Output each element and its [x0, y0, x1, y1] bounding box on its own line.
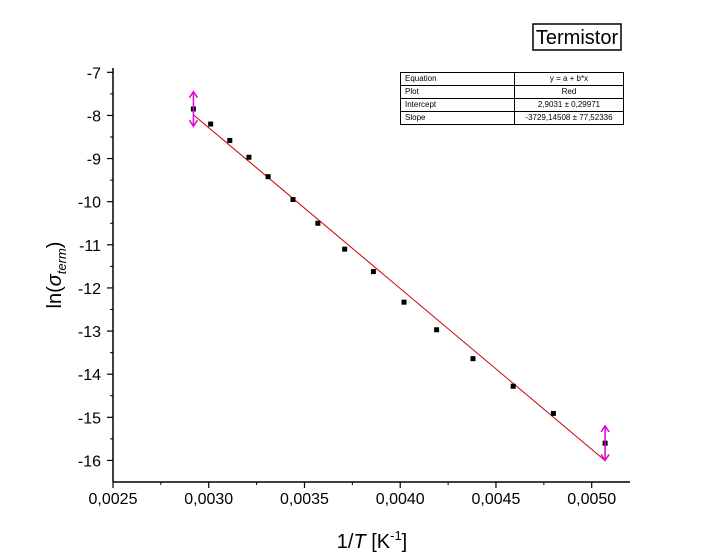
x-axis-title: 1/T [K-1] — [337, 528, 407, 553]
data-point — [246, 154, 252, 160]
data-point — [434, 327, 440, 333]
data-point — [227, 137, 233, 143]
data-point — [290, 197, 296, 203]
fit-results-table: Equation y = a + b*x Plot Red Intercept … — [400, 72, 624, 125]
data-point — [550, 410, 556, 416]
y-axis-title: ln(σterm) — [44, 242, 69, 309]
fit-value: Red — [514, 85, 624, 99]
x-tick-label: 0,0030 — [184, 491, 233, 508]
fit-key: Plot — [400, 85, 515, 99]
data-point — [370, 269, 376, 275]
y-tick-label: -11 — [79, 238, 101, 255]
fit-line — [193, 114, 606, 461]
y-tick-label: -8 — [87, 108, 101, 125]
error-bar-cap-top — [188, 90, 199, 99]
y-tick-label: -14 — [78, 367, 101, 384]
x-tick-label: 0,0040 — [376, 491, 425, 508]
y-ticks: -16 -15 -14 -13 -12 -11 -10 -9 -8 -7 — [78, 65, 113, 470]
y-tick-label: -13 — [78, 324, 101, 341]
x-tick-label: 0,0025 — [89, 491, 138, 508]
x-tick-label: 0,0045 — [471, 491, 520, 508]
fit-row-slope: Slope -3729,14508 ± 77,52336 — [400, 111, 624, 125]
y-tick-label: -9 — [87, 152, 101, 169]
fit-layer — [193, 114, 606, 461]
points-layer — [190, 106, 608, 446]
data-point — [510, 383, 516, 389]
fit-row-plot: Plot Red — [400, 85, 624, 99]
y-tick-label: -12 — [78, 281, 101, 298]
x-tick-label: 0,0050 — [567, 491, 616, 508]
fit-row-intercept: Intercept 2,9031 ± 0,29971 — [400, 98, 624, 112]
x-ticks: 0,0025 0,0030 0,0035 0,0040 0,0045 0,0050 — [89, 482, 616, 508]
x-tick-label: 0,0035 — [280, 491, 329, 508]
chart-title: Termistor — [536, 27, 619, 49]
errorbar-layer — [188, 90, 610, 462]
y-tick-label: -7 — [87, 65, 101, 82]
data-point — [265, 174, 271, 180]
data-point — [342, 246, 348, 252]
fit-key: Intercept — [400, 98, 515, 112]
data-point — [470, 356, 476, 362]
error-bar-cap-bottom — [188, 119, 199, 128]
fit-value: y = a + b*x — [514, 72, 624, 86]
data-point — [315, 220, 321, 226]
fit-key: Equation — [400, 72, 515, 86]
data-point — [208, 121, 214, 127]
chart-title-box: Termistor — [532, 23, 622, 51]
y-tick-label: -16 — [78, 453, 101, 470]
fit-row-equation: Equation y = a + b*x — [400, 72, 624, 86]
plot-frame — [112, 68, 630, 483]
y-tick-label: -10 — [78, 195, 101, 212]
fit-value: 2,9031 ± 0,29971 — [514, 98, 624, 112]
y-tick-label: -15 — [78, 410, 101, 427]
error-bar-cap-bottom — [600, 454, 610, 462]
error-bar-cap-top — [600, 424, 610, 433]
fit-value: -3729,14508 ± 77,52336 — [514, 111, 624, 125]
data-point — [401, 299, 407, 305]
fit-key: Slope — [400, 111, 515, 125]
